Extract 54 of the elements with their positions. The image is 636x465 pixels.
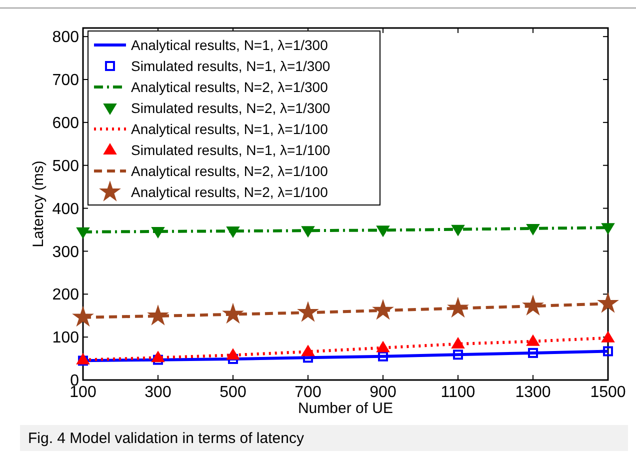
legend-label: Simulated results, N=1, λ=1/100	[131, 142, 330, 158]
legend-label: Analytical results, N=2, λ=1/300	[131, 78, 328, 95]
point	[602, 223, 614, 234]
x-tick-label: 900	[370, 384, 396, 401]
point	[73, 306, 93, 326]
point	[76, 227, 90, 238]
x-tick-label: 700	[294, 384, 322, 401]
point	[152, 351, 164, 362]
point	[76, 353, 90, 364]
point	[376, 341, 390, 352]
x-tick-label: 300	[144, 384, 172, 401]
x-tick-label: 1300	[515, 384, 551, 401]
point	[452, 337, 464, 348]
legend-label: Analytical results, N=1, λ=1/300	[131, 36, 328, 53]
y-tick-label: 100	[52, 330, 80, 347]
point	[302, 345, 314, 356]
point	[528, 348, 538, 358]
point	[226, 348, 240, 360]
point	[148, 306, 168, 325]
point	[526, 334, 540, 346]
y-tick-label: 600	[52, 115, 80, 132]
x-tick-label: 1100	[440, 384, 476, 401]
point	[376, 226, 390, 237]
caption: Fig. 4 Model validation in terms of latency	[28, 430, 304, 447]
point	[298, 302, 318, 322]
point	[452, 224, 464, 236]
point	[602, 331, 614, 342]
point	[603, 346, 613, 356]
point	[453, 350, 463, 360]
point	[226, 226, 240, 238]
y-tick-label: 500	[52, 158, 80, 175]
point	[523, 296, 543, 315]
legend-label: Simulated results, N=1, λ=1/300	[131, 58, 330, 74]
legend-label: Simulated results, N=2, λ=1/300	[131, 100, 330, 116]
point	[598, 293, 618, 312]
point	[152, 226, 164, 238]
point	[526, 224, 540, 235]
y-tick-label: 200	[52, 286, 80, 304]
legend-label: Analytical results, N=2, λ=1/100	[131, 184, 328, 200]
point	[302, 226, 314, 238]
point	[223, 304, 243, 323]
legend-label: Analytical results, N=1, λ=1/100	[131, 120, 328, 137]
point	[378, 351, 388, 362]
point	[373, 300, 393, 319]
y-tick-label: 700	[52, 72, 80, 90]
x-tick-label: 1500	[590, 384, 626, 401]
y-tick-label: 400	[52, 200, 80, 218]
x-axis-title: Number of UE	[298, 400, 394, 417]
legend-label: Analytical results, N=2, λ=1/100	[131, 162, 328, 179]
y-axis-title: Latency (ms)	[30, 160, 47, 248]
y-tick-label: 800	[52, 29, 80, 46]
y-tick-label: 300	[52, 244, 80, 261]
point	[448, 298, 468, 317]
x-tick-label: 500	[220, 384, 246, 401]
